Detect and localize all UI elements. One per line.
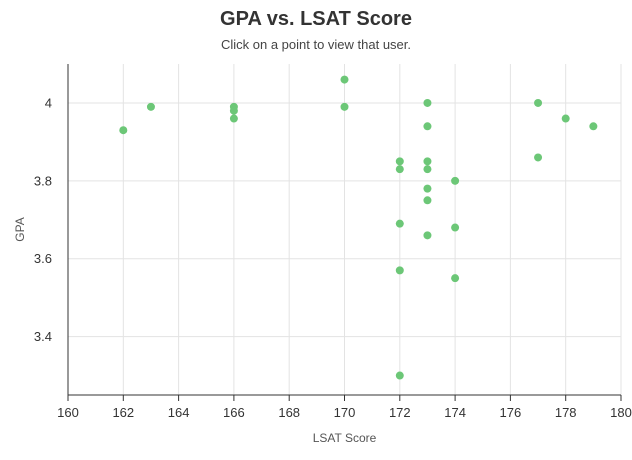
x-tick-label: 162 bbox=[112, 405, 134, 420]
data-point[interactable] bbox=[423, 184, 432, 193]
data-point[interactable] bbox=[423, 231, 432, 240]
data-point[interactable] bbox=[340, 75, 349, 84]
data-point[interactable] bbox=[534, 98, 543, 107]
x-tick-label: 168 bbox=[278, 405, 300, 420]
y-tick-label: 4 bbox=[45, 95, 52, 110]
data-point[interactable] bbox=[561, 114, 570, 123]
x-tick-label: 180 bbox=[610, 405, 632, 420]
chart-subtitle: Click on a point to view that user. bbox=[220, 37, 412, 52]
data-point[interactable] bbox=[146, 102, 155, 111]
x-tick-label: 172 bbox=[389, 405, 411, 420]
x-tick-label: 174 bbox=[444, 405, 466, 420]
grid-lines bbox=[68, 64, 622, 395]
x-tick-label: 164 bbox=[168, 405, 190, 420]
data-point[interactable] bbox=[119, 126, 128, 135]
data-point[interactable] bbox=[229, 114, 238, 123]
y-tick-label: 3.4 bbox=[34, 329, 52, 344]
x-tick-labels: 160 162 164 166 168 170 172 174 176 178 180 bbox=[57, 405, 632, 420]
data-point[interactable] bbox=[423, 157, 432, 166]
chart-title: GPA vs. LSAT Score bbox=[220, 8, 412, 30]
data-point[interactable] bbox=[451, 176, 460, 185]
x-tick-label: 176 bbox=[500, 405, 522, 420]
data-point[interactable] bbox=[395, 266, 404, 275]
x-tick-label: 178 bbox=[555, 405, 577, 420]
x-tick-label: 170 bbox=[334, 405, 356, 420]
x-axis-label: LSAT Score bbox=[313, 431, 377, 445]
data-point[interactable] bbox=[395, 219, 404, 228]
data-point[interactable] bbox=[395, 157, 404, 166]
data-point[interactable] bbox=[229, 106, 238, 115]
data-point[interactable] bbox=[395, 371, 404, 380]
y-axis-label: GPA bbox=[13, 217, 27, 241]
data-point[interactable] bbox=[340, 102, 349, 111]
y-tick-label: 3.8 bbox=[34, 173, 52, 188]
data-point[interactable] bbox=[589, 122, 598, 131]
y-tick-label: 3.6 bbox=[34, 251, 52, 266]
data-point[interactable] bbox=[451, 223, 460, 232]
data-point[interactable] bbox=[451, 274, 460, 283]
data-point[interactable] bbox=[423, 196, 432, 205]
data-point[interactable] bbox=[534, 153, 543, 162]
data-point[interactable] bbox=[395, 165, 404, 174]
x-tick-label: 160 bbox=[57, 405, 79, 420]
data-point[interactable] bbox=[423, 165, 432, 174]
data-point[interactable] bbox=[423, 122, 432, 131]
axes bbox=[67, 64, 622, 401]
x-tick-label: 166 bbox=[223, 405, 245, 420]
data-point[interactable] bbox=[423, 98, 432, 107]
data-points[interactable] bbox=[119, 75, 598, 380]
y-tick-labels: 3.4 3.6 3.8 4 bbox=[34, 95, 52, 344]
